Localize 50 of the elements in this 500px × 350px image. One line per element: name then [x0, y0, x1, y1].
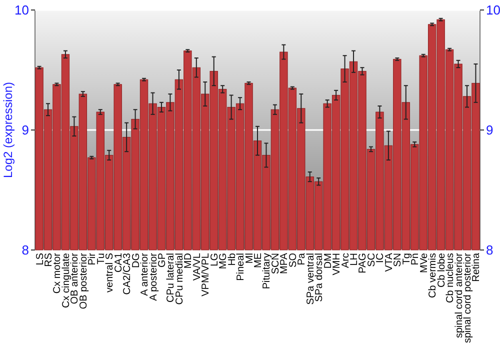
x-tick-label: Hb [226, 252, 238, 266]
x-tick-label: Ml [244, 253, 256, 264]
x-tick-label: spinal cord anterior [454, 252, 465, 338]
x-tick-label: LG [209, 252, 220, 266]
x-tick-label: VA/VL [192, 252, 203, 281]
x-tick-label: SPa dorsal [314, 253, 326, 302]
x-tick-label: RS [44, 252, 55, 267]
x-tick-label: IC [375, 253, 386, 263]
x-tick-label: OB posterior [78, 252, 90, 310]
x-tick-label: ventral S [104, 252, 116, 292]
x-tick-label: Cb lobe [436, 252, 448, 288]
x-tick-label: OB anterior [70, 252, 81, 304]
x-tick-label: Pir [87, 252, 98, 266]
x-tick-label: SCN [270, 253, 282, 274]
x-tick-label: Pn [410, 253, 422, 266]
x-tick-label: VTA [384, 252, 395, 272]
x-tick-label: DG [130, 252, 142, 268]
x-tick-label: PAG [358, 252, 369, 274]
x-tick-label: Retina [471, 252, 482, 282]
x-tick-label: Cb nucleus [445, 253, 456, 304]
y-tick-label: 8 [22, 242, 29, 258]
x-tick-label: Pa [296, 252, 308, 266]
x-tick-label: Cx cingulate [60, 252, 72, 308]
y2-tick-label: 9 [486, 122, 494, 138]
x-tick-label: spinal cord posterior [462, 252, 474, 344]
x-tick-label: VMH [332, 253, 343, 276]
y2-tick-label: 8 [486, 242, 494, 258]
x-tick-label: Tu [96, 253, 107, 264]
x-tick-label: SC [366, 253, 378, 267]
x-tick-label: SN [392, 253, 404, 267]
x-tick-label: Arc [340, 253, 352, 268]
x-tick-label: LS [34, 252, 46, 266]
y-axis-title: Log2 (expression) [1, 82, 15, 178]
x-tick-label: DM [322, 253, 334, 269]
x-tick-label: CA2/CA3 [122, 252, 134, 295]
x-tick-label: Pituitary [262, 253, 273, 290]
x-tick-label: A anterior [140, 252, 151, 296]
x-tick-label: ME [253, 252, 264, 268]
y-tick-label: 9 [22, 122, 29, 138]
x-tick-label: Tg [401, 253, 412, 265]
x-tick-label: CPu medial [174, 253, 186, 305]
x-tick-label: CA1 [113, 252, 124, 272]
x-tick-label: MVe [418, 252, 430, 274]
x-tick-label: GP [156, 252, 168, 268]
x-tick-label: A posterior [148, 252, 160, 301]
y2-tick-label: 10 [486, 2, 500, 18]
x-tick-label: SO [288, 252, 299, 268]
x-tick-label: VPM/VPL [200, 252, 212, 296]
y-tick-label: 10 [14, 2, 29, 18]
x-tick-label: MPA [279, 252, 290, 274]
